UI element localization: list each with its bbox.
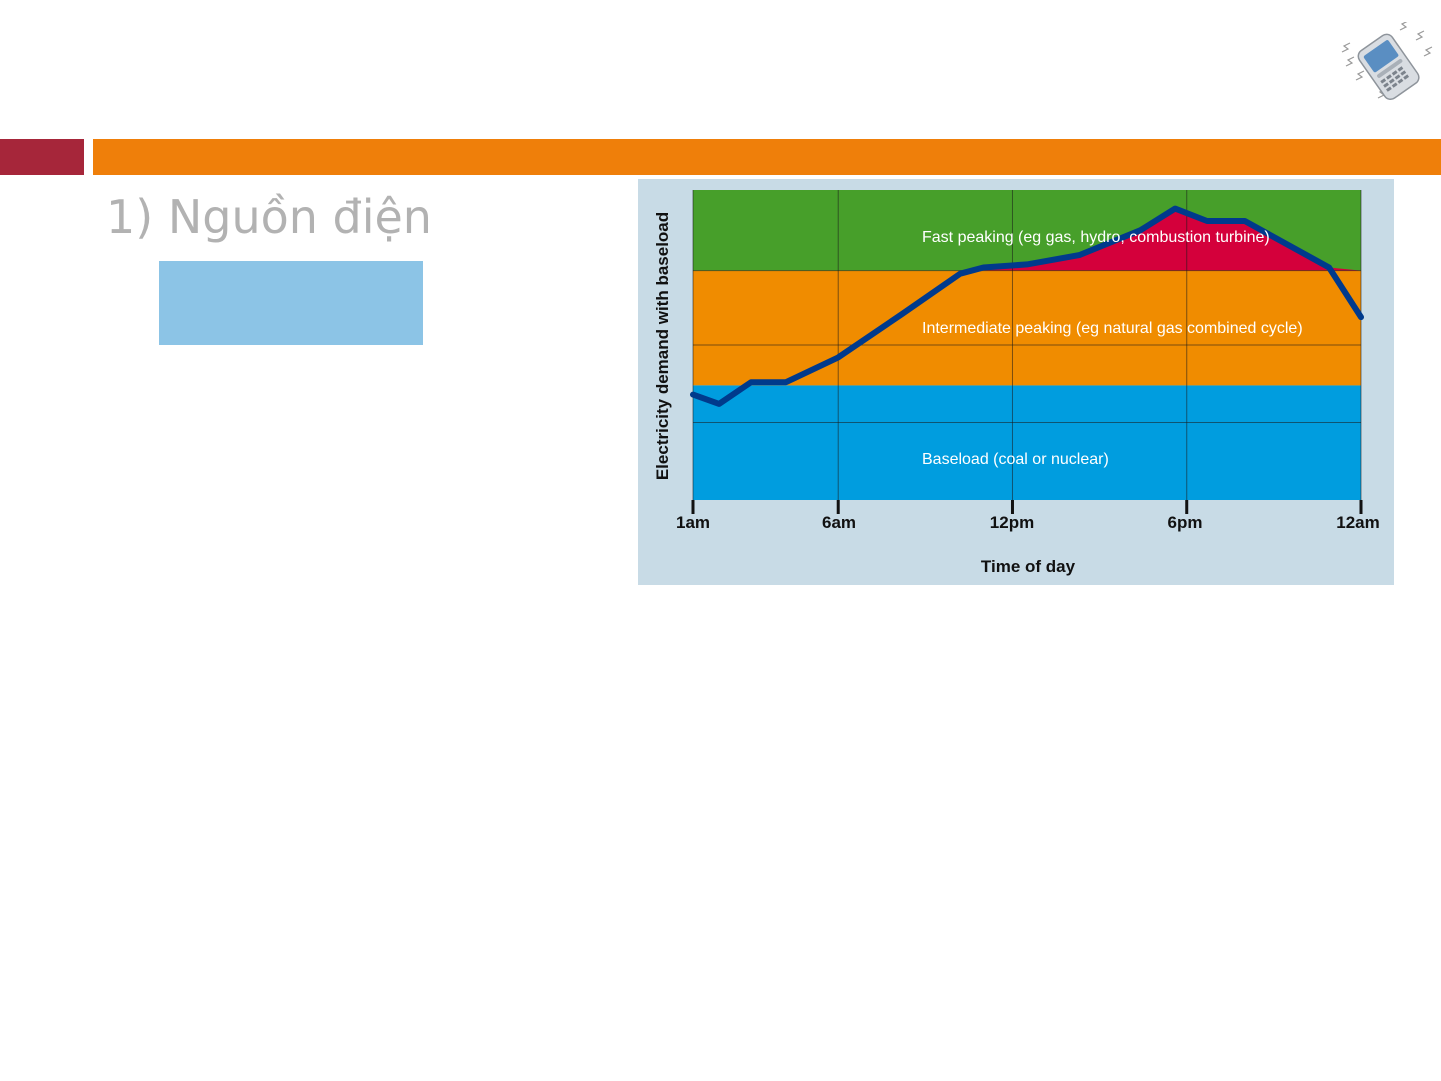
x-tick-label-6am: 6am — [822, 513, 856, 532]
band-label-intermediate-peaking: Intermediate peaking (eg natural gas com… — [922, 320, 1303, 337]
fast-peaking-fill — [693, 208, 1361, 271]
grid-layer — [692, 190, 1362, 500]
chart-svg: Fast peaking (eg gas, hydro, combustion … — [638, 179, 1394, 585]
band-label-fast-peaking: Fast peaking (eg gas, hydro, combustion … — [922, 229, 1270, 246]
header-bar — [93, 139, 1441, 175]
x-tick-label-1am: 1am — [676, 513, 710, 532]
x-axis-title: Time of day — [981, 557, 1076, 576]
x-tick-label-12am: 12am — [1336, 513, 1379, 532]
accent-bar-left — [0, 139, 84, 175]
x-tick-label-12pm: 12pm — [990, 513, 1034, 532]
intermediate-peaking-fill — [693, 270, 1361, 386]
vibrating-phone-icon — [1338, 20, 1436, 108]
ticks-layer — [691, 500, 1363, 514]
placeholder-box — [159, 261, 423, 345]
band-label-baseload: Baseload (coal or nuclear) — [922, 451, 1109, 468]
y-axis-title: Electricity demand with baseload — [653, 212, 672, 480]
demand-line — [690, 205, 1364, 407]
electricity-demand-chart: Fast peaking (eg gas, hydro, combustion … — [638, 179, 1394, 585]
slide-heading: 1) Nguồn điện — [106, 190, 432, 244]
x-tick-label-6pm: 6pm — [1168, 513, 1203, 532]
band-0 — [693, 385, 1361, 500]
